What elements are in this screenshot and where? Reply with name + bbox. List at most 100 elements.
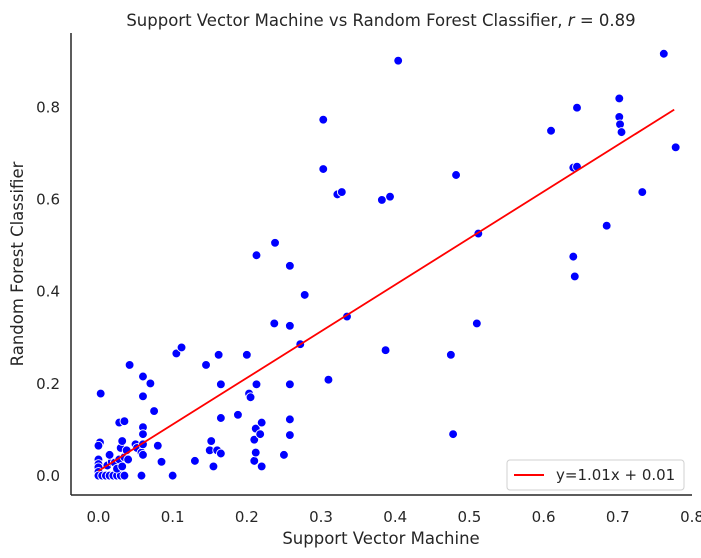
data-point <box>206 436 217 446</box>
y-tick-label: 0.8 <box>36 98 60 116</box>
y-tick-label: 0.0 <box>36 467 60 485</box>
data-point <box>601 220 612 231</box>
data-point <box>393 55 404 66</box>
data-point <box>249 434 260 445</box>
data-point <box>216 413 226 423</box>
data-point <box>451 170 461 180</box>
chart-title-r-value: = 0.89 <box>575 11 636 30</box>
data-point <box>123 454 133 465</box>
data-point <box>104 450 115 460</box>
y-tick-label: 0.4 <box>36 283 60 301</box>
data-point <box>285 320 295 331</box>
data-point <box>138 391 148 402</box>
data-point <box>637 187 648 197</box>
data-point <box>251 250 262 261</box>
data-point <box>138 450 148 460</box>
data-point <box>156 456 167 467</box>
x-tick-label: 0.6 <box>532 508 556 526</box>
x-tick-label: 0.3 <box>309 508 333 526</box>
data-point <box>208 461 219 472</box>
x-axis-ticks: 0.0 0.1 0.2 0.3 0.4 0.5 0.6 0.7 0.8 <box>87 508 701 526</box>
y-axis-label: Random Forest Classifier <box>8 161 27 366</box>
data-point <box>124 360 135 370</box>
data-point <box>213 349 224 360</box>
data-point <box>256 461 267 472</box>
data-point <box>216 379 226 390</box>
data-point <box>616 127 627 137</box>
data-point <box>568 251 579 262</box>
data-point <box>201 360 211 370</box>
data-point <box>216 448 226 459</box>
data-point <box>318 114 329 125</box>
data-point <box>569 271 580 282</box>
data-point <box>138 371 148 382</box>
data-point <box>448 429 458 439</box>
fit-line <box>97 108 675 472</box>
fit-line-group <box>97 108 675 472</box>
y-axis-ticks: 0.0 0.2 0.4 0.6 0.8 <box>36 98 60 485</box>
data-point <box>117 461 128 472</box>
legend: y=1.01x + 0.01 <box>506 459 685 491</box>
data-point <box>176 342 187 353</box>
data-point <box>138 429 148 439</box>
legend-fit-label: y=1.01x + 0.01 <box>556 466 675 484</box>
data-point <box>93 440 104 451</box>
data-point <box>380 345 391 356</box>
data-point <box>318 164 329 174</box>
y-tick-label: 0.6 <box>36 190 60 208</box>
chart-title-r-symbol: r <box>568 11 576 30</box>
data-point <box>245 392 256 403</box>
data-point <box>249 456 260 466</box>
data-point <box>136 470 147 481</box>
data-point <box>471 318 482 329</box>
data-point <box>233 409 243 420</box>
data-point <box>117 436 128 446</box>
data-point <box>615 119 625 130</box>
data-point <box>285 430 295 440</box>
x-tick-label: 0.2 <box>235 508 259 526</box>
data-point <box>279 450 289 460</box>
y-tick-label: 0.2 <box>36 375 60 393</box>
data-point <box>285 414 295 425</box>
data-point <box>119 416 130 427</box>
data-point <box>269 318 280 329</box>
x-tick-label: 0.4 <box>383 508 407 526</box>
data-point <box>670 142 681 153</box>
data-point <box>256 417 267 428</box>
data-points <box>93 48 681 481</box>
data-point <box>285 379 295 390</box>
data-point <box>145 378 156 389</box>
data-point <box>251 379 262 390</box>
x-axis-label: Support Vector Machine <box>282 529 479 548</box>
x-tick-label: 0.8 <box>680 508 701 526</box>
data-point <box>250 447 261 458</box>
chart-title-main: Support Vector Machine vs Random Forest … <box>126 11 567 30</box>
data-point <box>270 237 280 248</box>
data-point <box>377 195 387 205</box>
data-point <box>446 349 456 360</box>
data-point <box>149 406 159 416</box>
data-point <box>241 349 252 360</box>
data-point <box>658 48 669 59</box>
chart-title: Support Vector Machine vs Random Forest … <box>126 11 635 30</box>
data-point <box>323 374 334 385</box>
data-point <box>190 456 200 466</box>
data-point <box>385 191 395 202</box>
data-point <box>167 470 178 481</box>
x-tick-label: 0.1 <box>161 508 185 526</box>
data-point <box>336 187 347 197</box>
data-point <box>255 429 266 439</box>
data-point <box>299 290 310 300</box>
data-point <box>119 470 130 481</box>
legend-box <box>506 459 685 491</box>
data-point <box>546 125 556 136</box>
x-tick-label: 0.7 <box>606 508 630 526</box>
x-tick-label: 0.5 <box>457 508 481 526</box>
data-point <box>572 102 582 113</box>
data-point <box>95 388 106 399</box>
x-tick-label: 0.0 <box>87 508 111 526</box>
data-point <box>614 93 625 104</box>
data-point <box>285 260 295 271</box>
data-point <box>152 440 163 451</box>
